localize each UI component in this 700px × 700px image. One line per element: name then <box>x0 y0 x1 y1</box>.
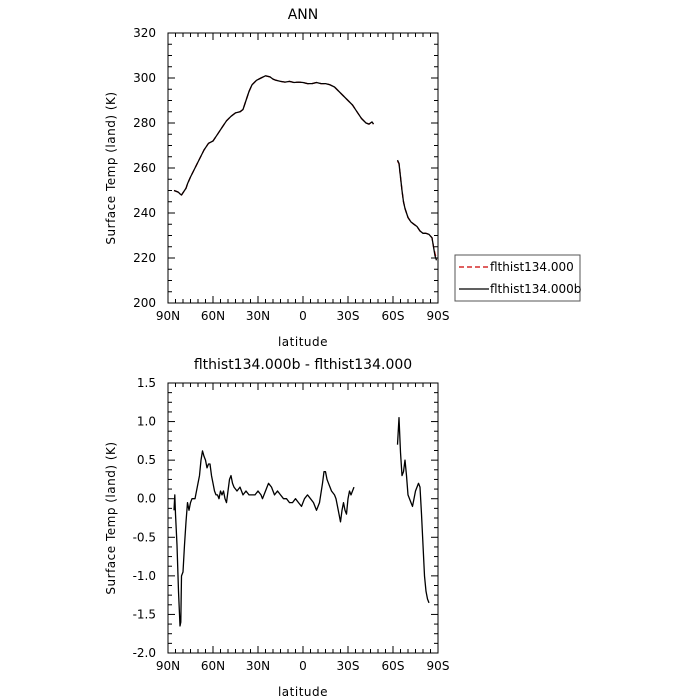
legend: flthist134.000 flthist134.000b <box>454 254 581 302</box>
x-tick-label: 30S <box>337 309 360 323</box>
y-tick-label: -2.0 <box>133 646 156 660</box>
top-panel: 90N 60N 30N 0 30S 60S 90S 200 220 240 260 280 300 320… <box>104 7 581 349</box>
series-line-flthist134-000b-segment-1 <box>396 159 438 261</box>
y-tick-label: 1.5 <box>137 376 156 390</box>
x-tick-label: 60S <box>382 309 405 323</box>
x-tick-label: 60N <box>201 659 225 673</box>
x-tick-label: 60S <box>382 659 405 673</box>
y-tick-label: 1.0 <box>137 415 156 429</box>
y-tick-label: -0.5 <box>133 530 156 544</box>
y-tick-label: -1.5 <box>133 607 156 621</box>
x-tick-label: 90N <box>156 659 180 673</box>
x-tick-label: 90S <box>427 309 450 323</box>
legend-label: flthist134.000b <box>490 282 581 296</box>
x-tick-label: 30N <box>246 309 270 323</box>
plot-frame <box>167 32 439 304</box>
chart-title: flthist134.000b - flthist134.000 <box>194 357 412 373</box>
x-axis-label: latitude <box>278 335 328 349</box>
y-tick-label: 0.0 <box>137 492 156 506</box>
x-tick-label: 60N <box>201 309 225 323</box>
y-tick-label: 280 <box>133 116 156 130</box>
x-axis-label: latitude <box>278 685 328 699</box>
series-line-flthist134-000-segment-1 <box>396 160 438 260</box>
plot-frame <box>167 382 439 654</box>
x-tick-label: 0 <box>299 309 307 323</box>
chart-title: ANN <box>288 7 319 23</box>
series-line-flthist134-000-segment-0 <box>173 75 375 196</box>
x-tick-label: 90S <box>427 659 450 673</box>
y-tick-label: 320 <box>133 26 156 40</box>
series-line-difference-segment-0 <box>173 450 355 627</box>
y-tick-label: 260 <box>133 161 156 175</box>
y-tick-label: -1.0 <box>133 569 156 583</box>
y-axis-label: Surface Temp (land) (K) <box>104 441 118 594</box>
y-tick-label: 0.5 <box>137 453 156 467</box>
x-tick-label: 30N <box>246 659 270 673</box>
legend-box <box>454 254 581 302</box>
y-tick-label: 300 <box>133 71 156 85</box>
y-tick-label: 240 <box>133 206 156 220</box>
legend-label: flthist134.000 <box>490 260 574 274</box>
x-tick-label: 30S <box>337 659 360 673</box>
bottom-panel: 90N 60N 30N 0 30S 60S 90S -2.0 -1.5 -1.0 -0.5 0.0 0.… <box>104 357 449 699</box>
series-line-flthist134-000b-segment-0 <box>173 75 375 196</box>
x-tick-label: 0 <box>299 659 307 673</box>
y-tick-label: 200 <box>133 296 156 310</box>
series-line-difference-segment-1 <box>396 417 430 604</box>
y-tick-label: 220 <box>133 251 156 265</box>
x-tick-label: 90N <box>156 309 180 323</box>
y-axis-label: Surface Temp (land) (K) <box>104 91 118 244</box>
